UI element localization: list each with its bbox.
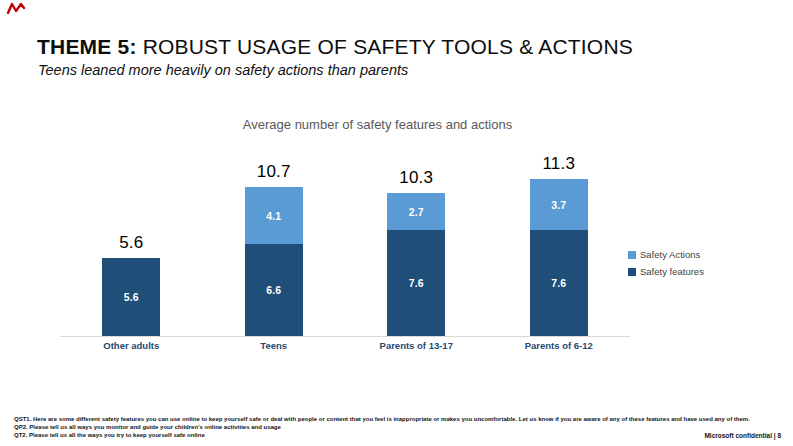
chart-title: Average number of safety features and ac… <box>60 117 695 132</box>
bar-segment: 2.7 <box>387 193 445 231</box>
bar-total-label: 10.3 <box>367 168 465 188</box>
plot-area: 5.6 5.6 6.6 4.1 10.7 7.6 2.7 10.3 7.6 3.7 11.3 <box>60 148 630 336</box>
bar-total-label: 10.7 <box>225 162 323 182</box>
bar-value-label: 6.6 <box>266 284 281 296</box>
bar-value-label: 2.7 <box>409 206 424 218</box>
bar-value-label: 5.6 <box>124 291 139 303</box>
slide-title: THEME 5: ROBUST USAGE OF SAFETY TOOLS & … <box>37 34 757 59</box>
slide-title-theme: THEME 5: <box>37 35 137 58</box>
footnotes: QST1. Here are some different safety fea… <box>14 415 779 439</box>
bar-segment: 7.6 <box>387 230 445 336</box>
legend: Safety Actions Safety features <box>628 246 704 280</box>
legend-item: Safety features <box>628 263 704 280</box>
bar-segment: 3.7 <box>530 179 588 230</box>
bar-value-label: 3.7 <box>551 199 566 211</box>
x-axis-line <box>60 336 630 337</box>
footnote-line: QT2. Please tell us all the ways you try… <box>14 431 779 439</box>
legend-label: Safety features <box>640 266 704 277</box>
confidential-page-label: Microsoft confidential | 8 <box>704 432 781 439</box>
legend-swatch <box>628 268 636 276</box>
bar-segment: 5.6 <box>102 258 160 336</box>
bar-segment: 7.6 <box>530 230 588 336</box>
bar-value-label: 7.6 <box>551 277 566 289</box>
slide-title-rest: ROBUST USAGE OF SAFETY TOOLS & ACTIONS <box>137 35 633 58</box>
category-label: Other adults <box>103 340 159 351</box>
footnote-line: QST1. Here are some different safety fea… <box>14 415 779 423</box>
category-label: Teens <box>260 340 287 351</box>
bar-segment: 4.1 <box>245 187 303 244</box>
bar-total-label: 5.6 <box>82 233 180 253</box>
bar-total-label: 11.3 <box>510 154 608 174</box>
footnote-line: QP2. Please tell us all ways you monitor… <box>14 423 779 431</box>
legend-label: Safety Actions <box>640 249 700 260</box>
category-axis: Other adults Teens Parents of 13-17 Parents… <box>60 340 630 356</box>
red-annotation-mark <box>6 2 26 15</box>
slide-subtitle: Teens leaned more heavily on safety acti… <box>38 62 738 78</box>
bar-segment: 6.6 <box>245 244 303 336</box>
legend-swatch <box>628 251 636 259</box>
bar-value-label: 4.1 <box>266 210 281 222</box>
slide: THEME 5: ROBUST USAGE OF SAFETY TOOLS & … <box>0 0 793 446</box>
category-label: Parents of 13-17 <box>380 340 453 351</box>
legend-item: Safety Actions <box>628 246 704 263</box>
bar-value-label: 7.6 <box>409 277 424 289</box>
category-label: Parents of 6-12 <box>525 340 593 351</box>
